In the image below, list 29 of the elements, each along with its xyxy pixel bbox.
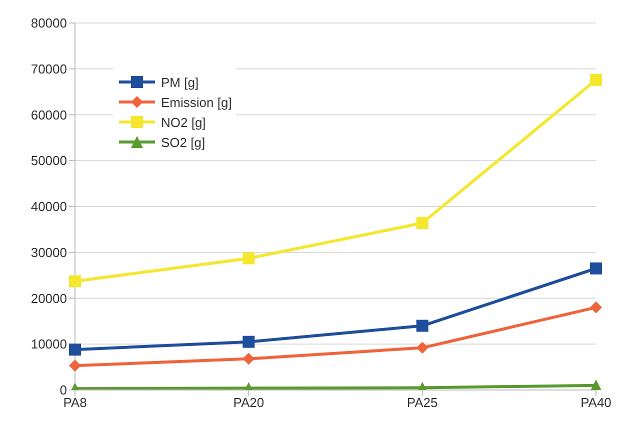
y-tick-label: 20000 xyxy=(30,290,67,306)
x-tick-label: PA20 xyxy=(233,395,264,410)
y-tick-label: 70000 xyxy=(30,61,67,76)
y-tick-label: 50000 xyxy=(30,153,67,168)
y-tick-label: 60000 xyxy=(30,107,67,122)
legend-label: NO2 [g] xyxy=(161,114,206,130)
legend-label: PM [g] xyxy=(161,74,199,90)
x-tick-label: PA25 xyxy=(406,395,438,410)
y-tick-label: 80000 xyxy=(30,16,67,31)
y-tick-label: 0 xyxy=(60,382,67,398)
legend-label: Emission [g] xyxy=(161,94,232,110)
point xyxy=(590,301,602,314)
y-tick-label: 40000 xyxy=(30,199,67,214)
point xyxy=(69,360,81,372)
x-tick-label: PA40 xyxy=(580,395,612,410)
y-tick-label: 10000 xyxy=(30,336,67,352)
point xyxy=(242,336,255,348)
legend-label: SO2 [g] xyxy=(161,134,206,150)
point xyxy=(69,344,81,356)
y-tick-label: 30000 xyxy=(30,244,67,260)
point xyxy=(242,252,255,264)
point xyxy=(416,320,428,332)
x-tick-label: PA8 xyxy=(63,395,87,410)
point xyxy=(69,275,81,288)
point xyxy=(242,352,255,365)
point xyxy=(416,342,428,354)
point xyxy=(590,262,602,274)
point xyxy=(416,217,428,230)
point xyxy=(590,74,602,86)
